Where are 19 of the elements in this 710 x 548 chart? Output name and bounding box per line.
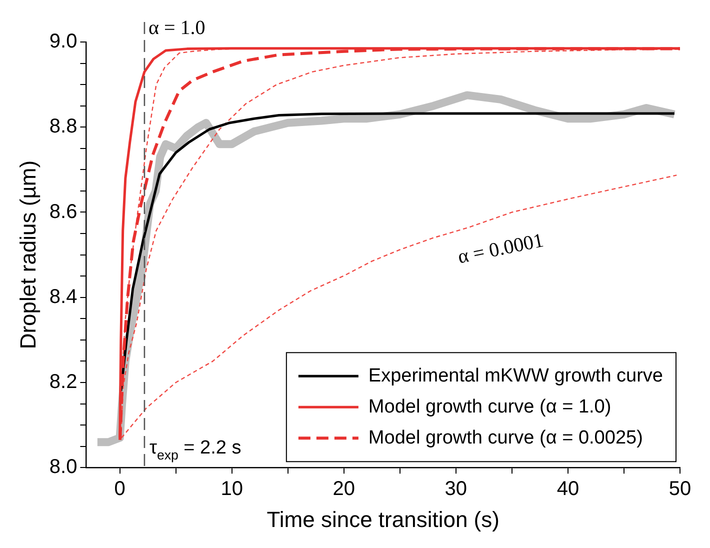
x-tick-label: 50 [668, 478, 692, 500]
y-tick-label: 8.6 [49, 200, 78, 223]
y-tick-label: 8.2 [49, 370, 78, 393]
x-tick-label: 20 [332, 478, 356, 500]
x-tick-label: 10 [220, 478, 243, 500]
x-tick-label: 30 [444, 478, 468, 500]
x-tick-label: 40 [556, 478, 580, 500]
y-tick-label: 8.0 [49, 456, 78, 478]
y-axis-title: Droplet radius (µm) [15, 160, 40, 350]
legend-label: Model growth curve (α = 0.0025) [368, 427, 643, 448]
x-axis-title: Time since transition (s) [266, 506, 500, 532]
legend-label: Model growth curve (α = 1.0) [368, 396, 612, 418]
y-tick-label: 8.8 [49, 116, 78, 138]
annotation: α = 0.0001 [456, 230, 546, 268]
y-tick-label: 8.4 [49, 286, 78, 308]
x-tick-label: 0 [114, 478, 126, 500]
legend-label: Experimental mKWW growth curve [368, 365, 664, 386]
y-tick-label: 9.0 [49, 30, 78, 53]
text: α = 1.0 [148, 17, 206, 39]
